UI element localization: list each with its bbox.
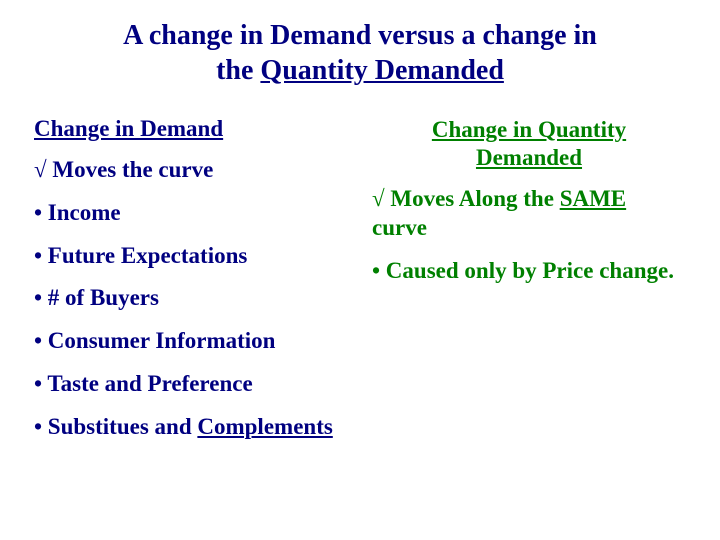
- left-moves: √ Moves the curve: [34, 156, 348, 185]
- subs-underlined: Complements: [197, 414, 332, 439]
- right-moves-same: SAME: [560, 186, 626, 211]
- bullet-substitutes-complements: • Substitues and Complements: [34, 413, 348, 442]
- two-column-layout: Change in Demand √ Moves the curve • Inc…: [34, 116, 686, 441]
- right-moves-suffix: curve: [372, 215, 427, 240]
- bullet-consumer-info: • Consumer Information: [34, 327, 348, 356]
- title-line-2-underlined: Quantity Demanded: [260, 55, 503, 86]
- bullet-income: • Income: [34, 199, 348, 228]
- bullet-future-expectations: • Future Expectations: [34, 242, 348, 271]
- left-heading: Change in Demand: [34, 116, 348, 142]
- slide-title: A change in Demand versus a change in th…: [34, 18, 686, 88]
- left-column: Change in Demand √ Moves the curve • Inc…: [34, 116, 348, 441]
- bullet-taste-preference: • Taste and Preference: [34, 370, 348, 399]
- bullet-num-buyers: • # of Buyers: [34, 284, 348, 313]
- right-moves: √ Moves Along the SAME curve: [372, 185, 686, 243]
- right-heading: Change in Quantity Demanded: [372, 116, 686, 171]
- title-line-1: A change in Demand versus a change in: [123, 20, 597, 51]
- right-moves-prefix: √ Moves Along the: [372, 186, 560, 211]
- subs-prefix: • Substitues and: [34, 414, 197, 439]
- right-heading-line-1: Change in Quantity: [432, 117, 626, 142]
- right-column: Change in Quantity Demanded √ Moves Alon…: [372, 116, 686, 441]
- title-line-2-prefix: the: [216, 55, 260, 86]
- slide: A change in Demand versus a change in th…: [0, 0, 720, 540]
- right-heading-line-2: Demanded: [476, 145, 582, 170]
- right-cause: • Caused only by Price change.: [372, 257, 686, 286]
